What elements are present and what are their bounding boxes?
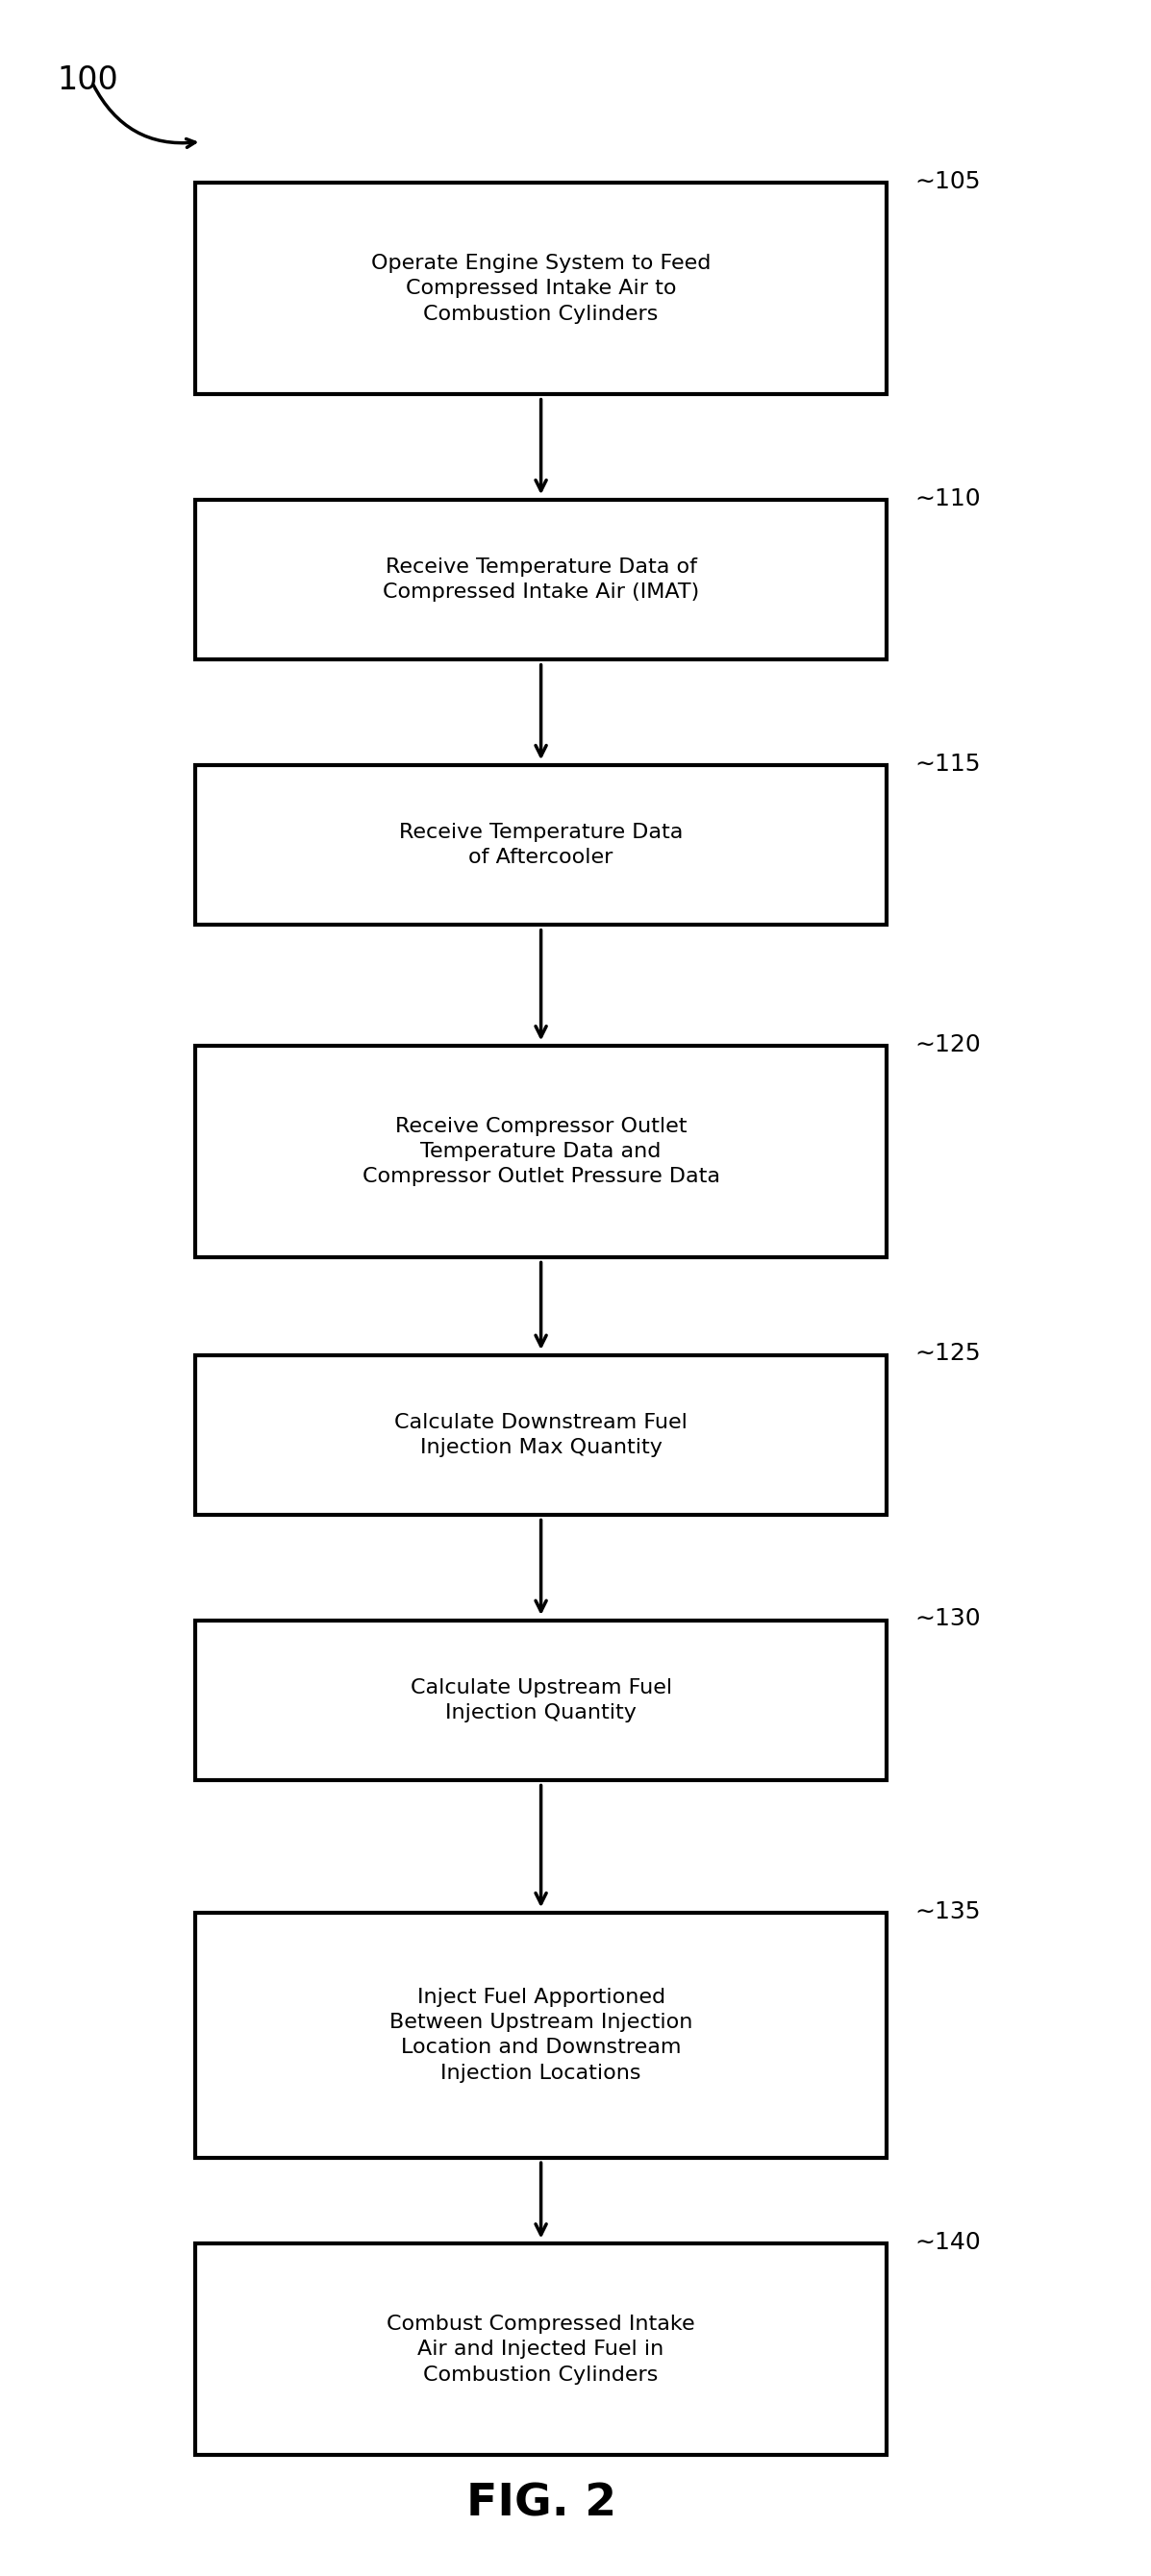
Text: ∼140: ∼140 xyxy=(915,2231,981,2254)
Text: Combust Compressed Intake
Air and Injected Fuel in
Combustion Cylinders: Combust Compressed Intake Air and Inject… xyxy=(387,2313,695,2385)
Text: ∼130: ∼130 xyxy=(915,1607,981,1631)
Text: Calculate Downstream Fuel
Injection Max Quantity: Calculate Downstream Fuel Injection Max … xyxy=(395,1412,687,1458)
FancyBboxPatch shape xyxy=(196,183,886,394)
FancyBboxPatch shape xyxy=(196,500,886,659)
Text: Receive Temperature Data
of Aftercooler: Receive Temperature Data of Aftercooler xyxy=(399,822,683,868)
FancyBboxPatch shape xyxy=(196,2244,886,2455)
FancyBboxPatch shape xyxy=(196,765,886,925)
Text: ∼115: ∼115 xyxy=(915,752,981,775)
FancyBboxPatch shape xyxy=(196,1620,886,1780)
FancyBboxPatch shape xyxy=(196,1355,886,1515)
Text: Calculate Upstream Fuel
Injection Quantity: Calculate Upstream Fuel Injection Quanti… xyxy=(410,1677,672,1723)
FancyBboxPatch shape xyxy=(196,1046,886,1257)
Text: Receive Compressor Outlet
Temperature Data and
Compressor Outlet Pressure Data: Receive Compressor Outlet Temperature Da… xyxy=(363,1115,719,1188)
Text: Operate Engine System to Feed
Compressed Intake Air to
Combustion Cylinders: Operate Engine System to Feed Compressed… xyxy=(371,252,711,325)
FancyBboxPatch shape xyxy=(196,1911,886,2159)
Text: ∼125: ∼125 xyxy=(915,1342,981,1365)
Text: FIG. 2: FIG. 2 xyxy=(466,2483,616,2524)
Text: ∼135: ∼135 xyxy=(915,1901,981,1922)
Text: ∼105: ∼105 xyxy=(915,170,981,193)
Text: 100: 100 xyxy=(58,64,119,95)
Text: ∼110: ∼110 xyxy=(915,487,981,510)
Text: Inject Fuel Apportioned
Between Upstream Injection
Location and Downstream
Injec: Inject Fuel Apportioned Between Upstream… xyxy=(389,1986,693,2084)
Text: Receive Temperature Data of
Compressed Intake Air (IMAT): Receive Temperature Data of Compressed I… xyxy=(382,556,700,603)
Text: ∼120: ∼120 xyxy=(915,1033,981,1056)
